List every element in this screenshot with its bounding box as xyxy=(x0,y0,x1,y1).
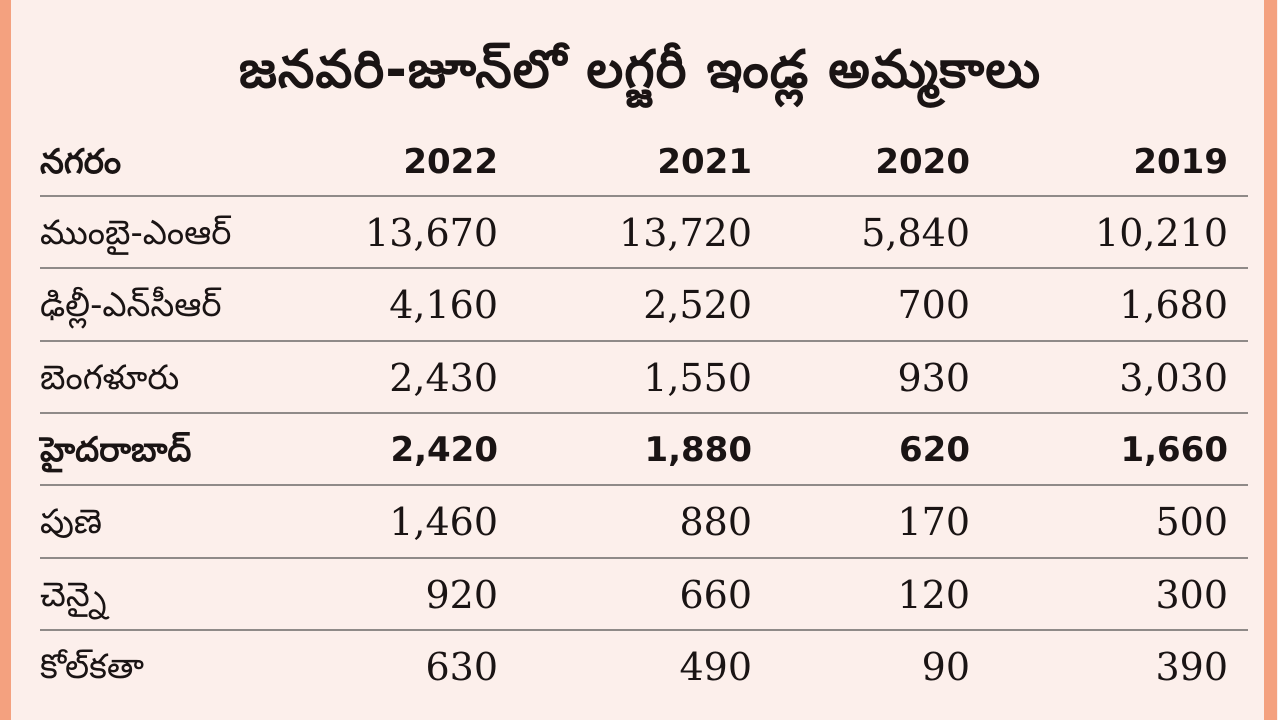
value-2022: 2,430 xyxy=(389,355,498,400)
value-2020: 120 xyxy=(897,572,970,617)
header-2022: 2022 xyxy=(403,142,498,182)
value-2019: 3,030 xyxy=(1119,355,1228,400)
city-name: చెన్నై xyxy=(40,574,107,615)
chart-title: జనవరి-జూన్‌లో లగ్జరీ ఇండ్ల అమ్మకాలు xyxy=(238,40,1042,100)
value-2022: 920 xyxy=(425,572,498,617)
value-2019: 1,680 xyxy=(1119,283,1228,328)
table-row: పుణె 1,460 880 170 500 xyxy=(40,484,1248,558)
table-row: ఢిల్లీ-ఎన్‌సీఆర్ 4,160 2,520 700 1,680 xyxy=(40,267,1248,341)
header-2021: 2021 xyxy=(657,142,752,182)
table-row: హైదరాబాద్ 2,420 1,880 620 1,660 xyxy=(40,411,1248,486)
value-2021: 1,880 xyxy=(644,429,752,470)
table-row: కోల్‌కతా 630 490 90 390 xyxy=(40,628,1248,703)
header-city: నగరం xyxy=(40,142,122,182)
city-name: ముంబై-ఎంఆర్ xyxy=(40,213,232,253)
value-2022: 13,670 xyxy=(365,211,498,255)
value-2021: 2,520 xyxy=(643,283,752,328)
value-2022: 1,460 xyxy=(389,500,498,545)
city-name: హైదరాబాద్ xyxy=(40,429,192,470)
value-2020: 90 xyxy=(921,644,970,689)
value-2020: 620 xyxy=(899,429,970,470)
value-2022: 630 xyxy=(425,644,498,689)
value-2021: 880 xyxy=(679,500,752,545)
value-2022: 4,160 xyxy=(389,283,498,328)
left-accent-bar xyxy=(0,0,11,720)
value-2019: 1,660 xyxy=(1120,429,1228,470)
value-2022: 2,420 xyxy=(390,429,498,470)
value-2019: 390 xyxy=(1155,644,1228,689)
table-row: బెంగళూరు 2,430 1,550 930 3,030 xyxy=(40,339,1248,414)
city-name: బెంగళూరు xyxy=(40,357,180,398)
value-2021: 13,720 xyxy=(619,211,752,255)
header-2019: 2019 xyxy=(1133,142,1228,182)
table-row: చెన్నై 920 660 120 300 xyxy=(40,556,1248,631)
city-name: పుణె xyxy=(40,502,103,543)
value-2019: 10,210 xyxy=(1095,211,1228,255)
city-name: ఢిల్లీ-ఎన్‌సీఆర్ xyxy=(40,285,222,326)
value-2019: 500 xyxy=(1155,500,1228,545)
value-2020: 700 xyxy=(897,283,970,328)
value-2020: 930 xyxy=(897,355,970,400)
city-name: కోల్‌కతా xyxy=(40,646,145,687)
value-2020: 5,840 xyxy=(861,211,970,255)
table-header-row: నగరం 2022 2021 2020 2019 xyxy=(40,126,1248,198)
table-row: ముంబై-ఎంఆర్ 13,670 13,720 5,840 10,210 xyxy=(40,195,1248,269)
value-2020: 170 xyxy=(897,500,970,545)
header-2020: 2020 xyxy=(875,142,970,182)
value-2021: 660 xyxy=(679,572,752,617)
value-2021: 490 xyxy=(679,644,752,689)
right-accent-bar xyxy=(1264,0,1277,720)
value-2021: 1,550 xyxy=(643,355,752,400)
value-2019: 300 xyxy=(1155,572,1228,617)
